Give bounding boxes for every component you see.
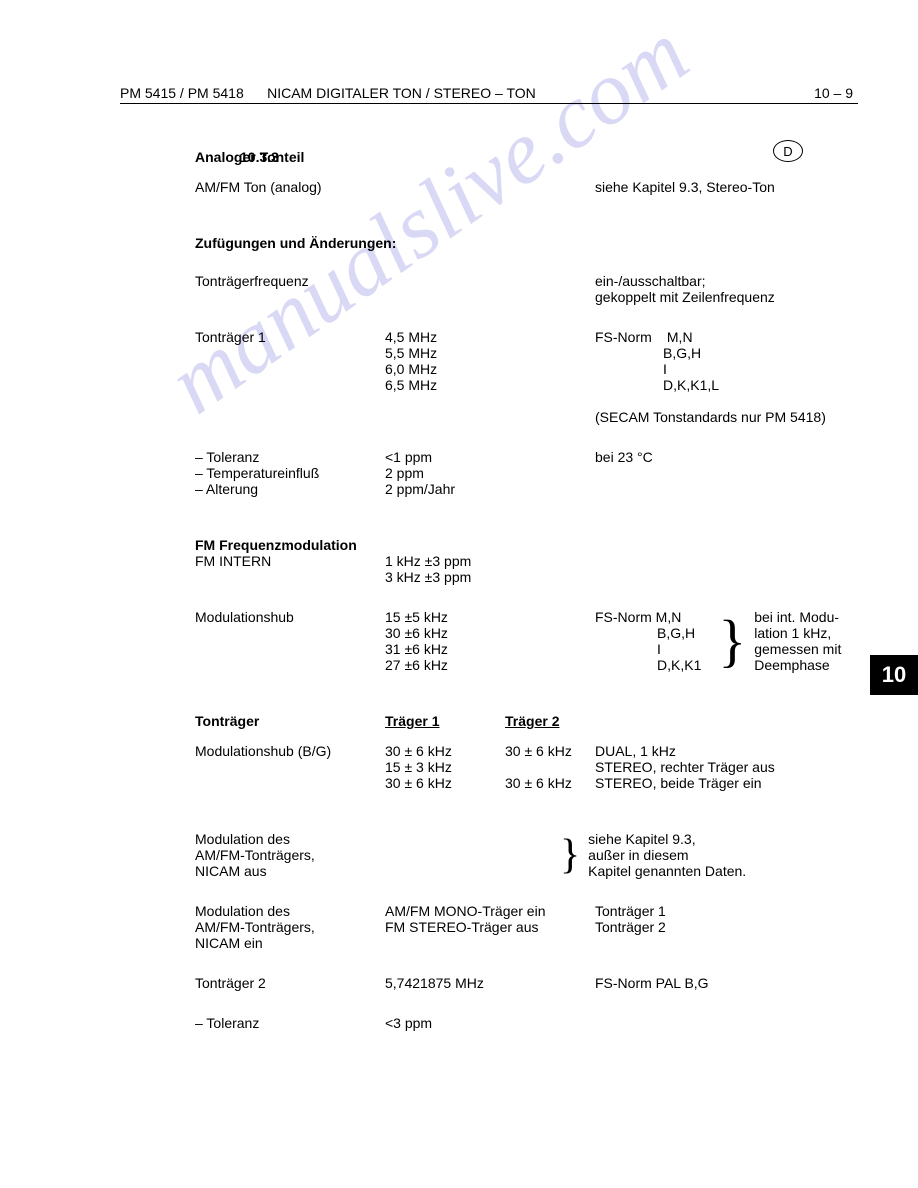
header-left: PM 5415 / PM 5418: [120, 85, 244, 101]
nicam-off-l1: Modulation des: [195, 831, 565, 847]
nicam-on-m1: AM/FM MONO-Träger ein: [385, 903, 595, 919]
language-badge: D: [773, 140, 803, 162]
nicam-off-l2: AM/FM-Tonträgers,: [195, 847, 565, 863]
modhub-norm: I: [595, 641, 701, 657]
carrier2-val: 5,7421875 MHz: [385, 975, 595, 991]
table-cell: 30 ± 6 kHz: [385, 743, 505, 759]
brace-icon: }: [718, 629, 746, 652]
table-cell: [505, 759, 595, 775]
fsnorm-label: FS-Norm: [595, 609, 652, 625]
table-cell: 30 ± 6 kHz: [505, 775, 595, 791]
modhub-norm: M,N: [656, 609, 682, 625]
table-cell: 30 ± 6 kHz: [505, 743, 595, 759]
nicam-off-l3: NICAM aus: [195, 863, 565, 879]
modhub-label: Modulationshub: [195, 609, 385, 673]
amfm-ref: siehe Kapitel 9.3, Stereo-Ton: [595, 179, 775, 195]
tolerance-cond: bei 23 °C: [595, 449, 653, 497]
secam-note: (SECAM Tonstandards nur PM 5418): [595, 409, 826, 425]
tolerance-item: – Temperatureinfluß: [195, 465, 385, 481]
nicam-on-r1: Tonträger 1: [595, 903, 666, 919]
carrier1-freq: 6,5 MHz: [385, 377, 595, 393]
tolerance-item: – Toleranz: [195, 449, 385, 465]
modhub-norm: B,G,H: [595, 625, 701, 641]
table-desc: DUAL, 1 kHz: [595, 743, 858, 759]
nicam-off-r1: siehe Kapitel 9.3,: [588, 831, 746, 847]
carrier2-norm: FS-Norm PAL B,G: [595, 975, 709, 991]
nicam-off-r2: außer in diesem: [588, 847, 746, 863]
amfm-label: AM/FM Ton (analog): [195, 179, 595, 195]
carrier-freq-note2: gekoppelt mit Zeilenfrequenz: [595, 289, 775, 305]
fsnorm-val: I: [663, 361, 667, 377]
carrier1-freq: 5,5 MHz: [385, 345, 595, 361]
section-number: 10.3.3: [240, 149, 279, 165]
fm-intern-label: FM INTERN: [195, 553, 385, 569]
fm-intern-val: 3 kHz ±3 ppm: [385, 569, 505, 585]
carrier1-label: Tonträger 1: [195, 329, 385, 425]
carrier1-freq: 6,0 MHz: [385, 361, 595, 377]
carrier2-label: Tonträger 2: [195, 975, 385, 991]
fsnorm-label: FS-Norm: [595, 329, 663, 345]
fm-intern-val: 1 kHz ±3 ppm: [385, 553, 505, 569]
header-center: NICAM DIGITALER TON / STEREO – TON: [267, 85, 536, 101]
table-h2: Träger 1: [385, 713, 505, 729]
modhub-desc: Deemphase: [754, 657, 841, 673]
table-desc: STEREO, rechter Träger aus: [595, 759, 858, 775]
tolerance-val: 2 ppm: [385, 465, 595, 481]
table-cell: 30 ± 6 kHz: [385, 775, 505, 791]
fsnorm-val: M,N: [667, 329, 693, 345]
tol2-val: <3 ppm: [385, 1015, 432, 1031]
modhub-val: 31 ±6 kHz: [385, 641, 595, 657]
carrier1-freq: 4,5 MHz: [385, 329, 595, 345]
modhub-val: 27 ±6 kHz: [385, 657, 595, 673]
table-h3: Träger 2: [505, 713, 595, 729]
nicam-on-l2: AM/FM-Tonträgers,: [195, 919, 385, 935]
brace-icon: }: [560, 845, 580, 866]
modhub-val: 30 ±6 kHz: [385, 625, 595, 641]
nicam-on-r2: Tonträger 2: [595, 919, 666, 935]
tolerance-val: <1 ppm: [385, 449, 595, 465]
page-header: PM 5415 / PM 5418 NICAM DIGITALER TON / …: [120, 85, 858, 104]
nicam-on-l3: NICAM ein: [195, 935, 385, 951]
tol2-label: – Toleranz: [195, 1015, 385, 1031]
fm-heading: FM Frequenzmodulation: [195, 537, 385, 553]
header-model: PM 5415 / PM 5418 NICAM DIGITALER TON / …: [120, 85, 536, 101]
modhub-desc: lation 1 kHz,: [754, 625, 841, 641]
nicam-on-m2: FM STEREO-Träger aus: [385, 919, 595, 935]
modhub-desc: gemessen mit: [754, 641, 841, 657]
table-desc: STEREO, beide Träger ein: [595, 775, 858, 791]
modhub-val: 15 ±5 kHz: [385, 609, 595, 625]
table-cell: 15 ± 3 kHz: [385, 759, 505, 775]
tolerance-val: 2 ppm/Jahr: [385, 481, 595, 497]
modhub-desc: bei int. Modu-: [754, 609, 841, 625]
fsnorm-val: B,G,H: [663, 345, 701, 361]
carrier-freq-note1: ein-/ausschaltbar;: [595, 273, 775, 289]
chapter-tab: 10: [870, 655, 918, 695]
table-row-label: Modulationshub (B/G): [195, 743, 385, 791]
carrier-freq-label: Tonträgerfrequenz: [195, 273, 595, 305]
changes-heading: Zufügungen und Änderungen:: [195, 235, 858, 251]
nicam-on-l1: Modulation des: [195, 903, 385, 919]
nicam-off-r3: Kapitel genannten Daten.: [588, 863, 746, 879]
tolerance-item: – Alterung: [195, 481, 385, 497]
header-page: 10 – 9: [814, 85, 853, 101]
table-h1: Tonträger: [195, 713, 385, 729]
fsnorm-val: D,K,K1,L: [663, 377, 719, 393]
modhub-norm: D,K,K1: [595, 657, 701, 673]
